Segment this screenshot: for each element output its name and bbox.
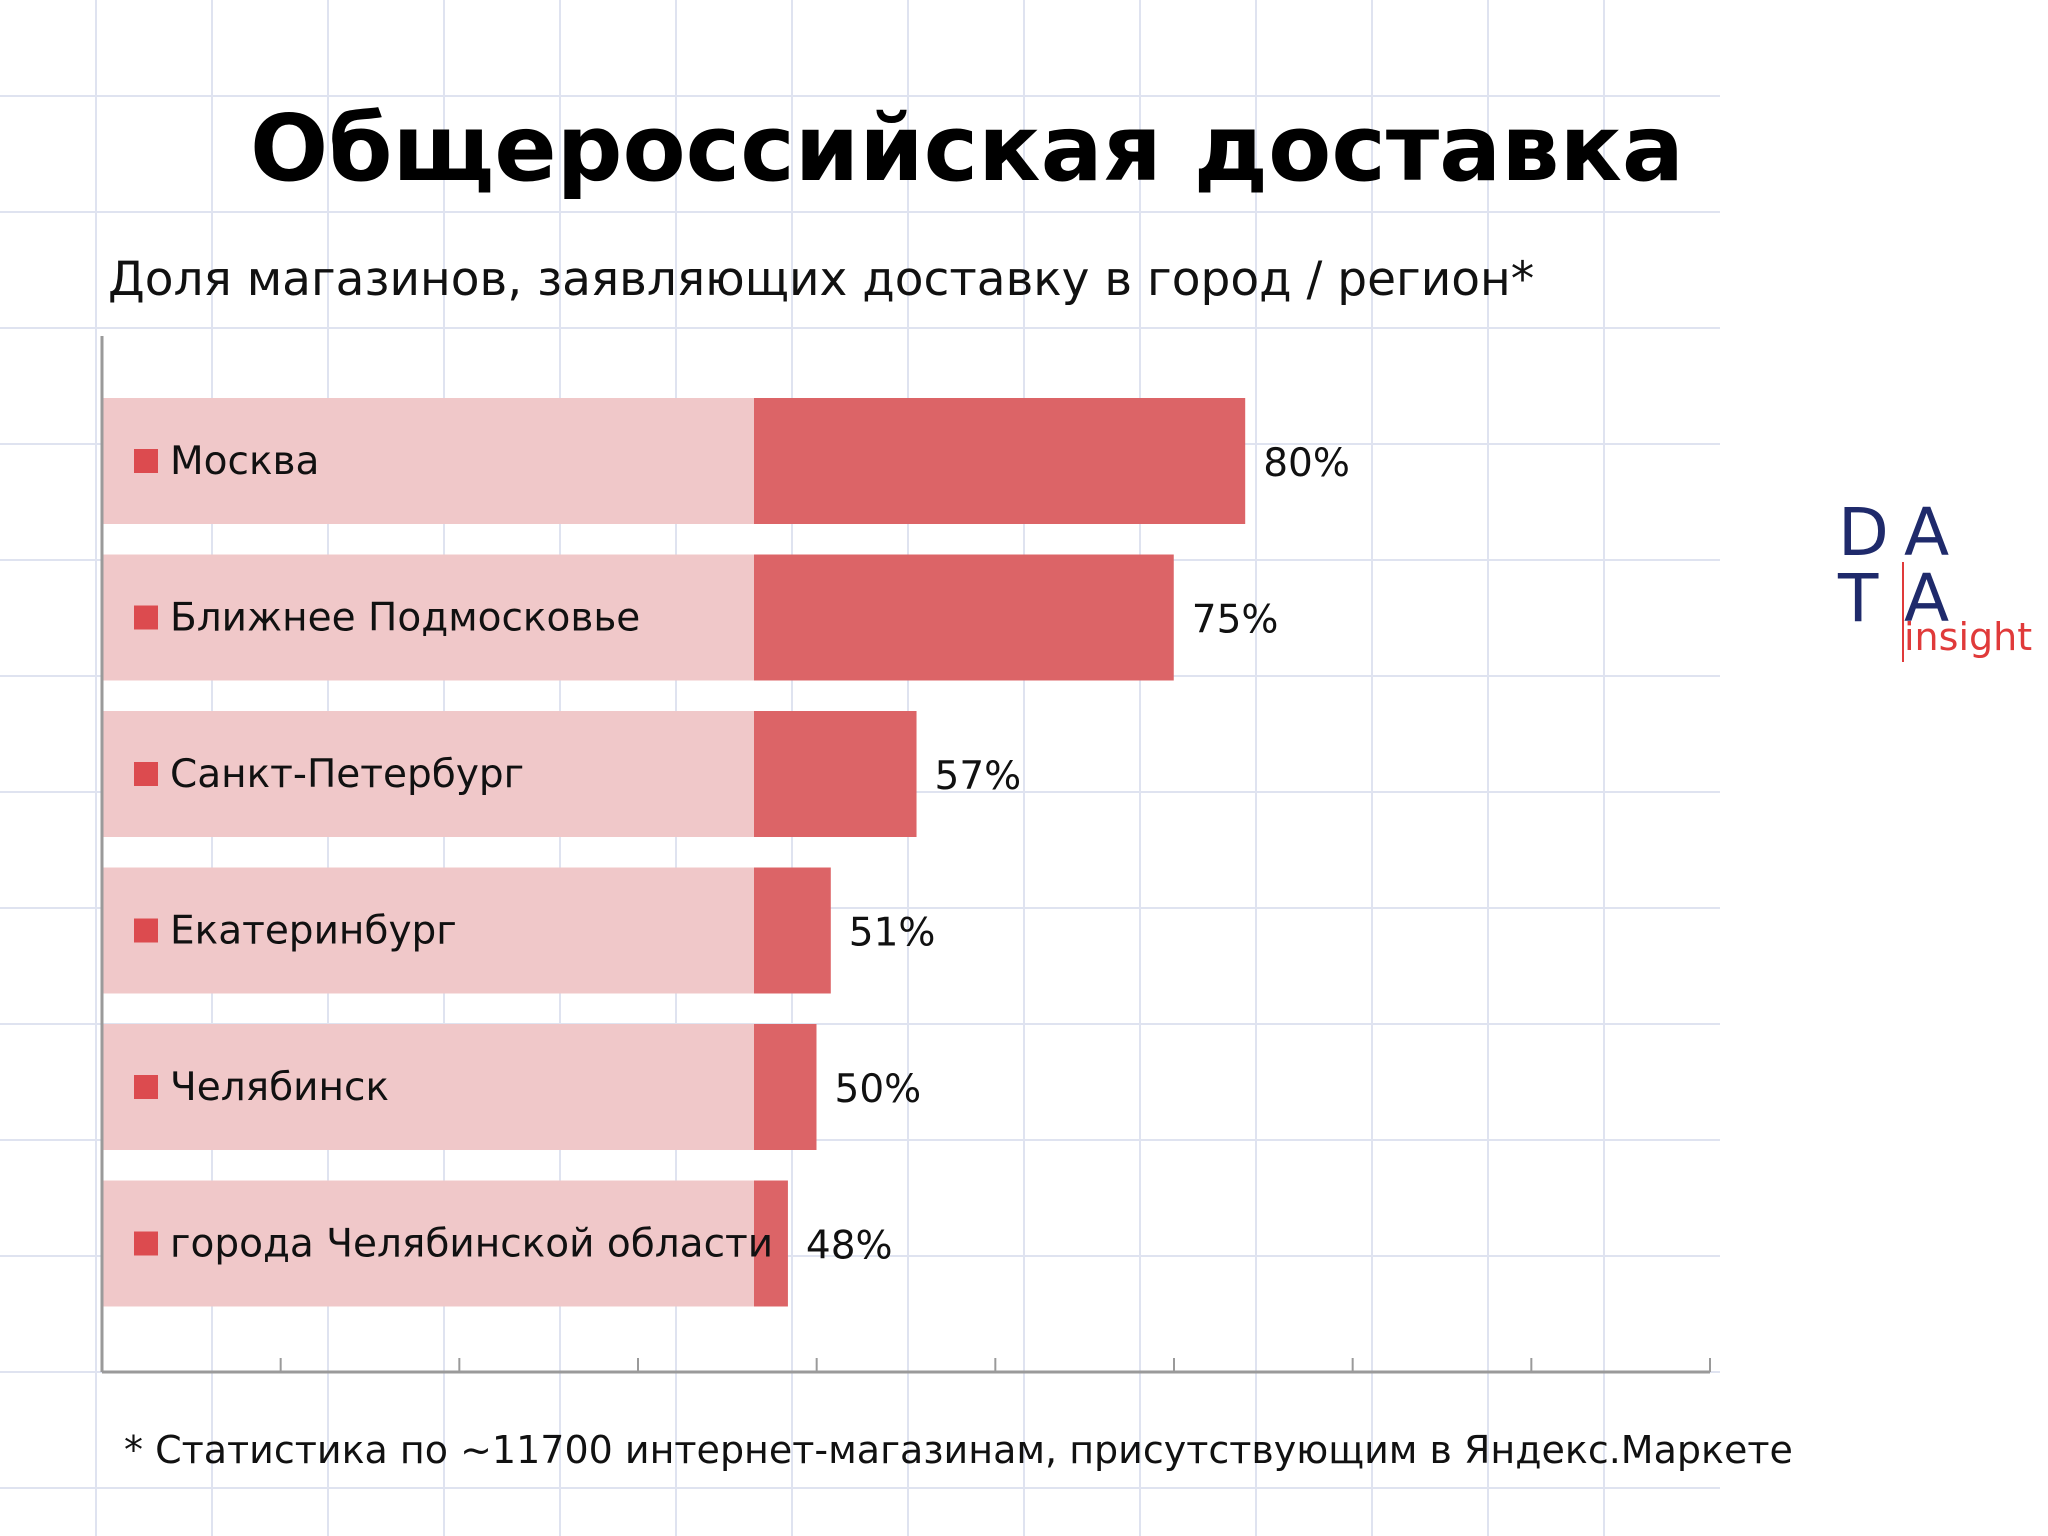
value-label: 48% xyxy=(806,1224,893,1269)
logo-letter-d: D xyxy=(1838,494,1889,571)
bar xyxy=(754,398,1246,524)
category-label: Санкт-Петербург xyxy=(170,752,524,797)
bar-label-band xyxy=(102,554,754,681)
value-label: 57% xyxy=(935,754,1022,799)
logo-letter-a1: A xyxy=(1904,494,1950,571)
category-label: Челябинск xyxy=(170,1065,389,1110)
bar xyxy=(754,1180,788,1307)
value-label: 51% xyxy=(849,911,936,956)
category-label: Москва xyxy=(170,439,319,484)
category-marker xyxy=(134,449,158,473)
value-label: 75% xyxy=(1192,598,1279,643)
bar-label-band xyxy=(102,1024,754,1150)
chart-title: Общероссийская доставка xyxy=(250,95,1684,202)
bar-label-band xyxy=(102,1180,754,1307)
category-marker xyxy=(134,1075,158,1099)
logo-letter-a2: A xyxy=(1904,560,1950,637)
bar-label-band xyxy=(102,867,754,994)
logo-letter-t: T xyxy=(1838,560,1879,637)
bar-label-band xyxy=(102,711,754,837)
value-label: 80% xyxy=(1263,441,1350,486)
bar-label-band xyxy=(102,398,754,524)
bar xyxy=(754,554,1174,681)
category-label: Ближнее Подмосковье xyxy=(170,596,640,641)
value-label: 50% xyxy=(835,1067,922,1112)
category-marker xyxy=(134,605,158,630)
chart-subtitle: Доля магазинов, заявляющих доставку в го… xyxy=(108,252,1535,307)
logo-divider xyxy=(1902,562,1904,662)
category-marker xyxy=(134,918,158,943)
bar xyxy=(754,867,831,994)
data-insight-logo: D A T A insight xyxy=(1838,500,2048,680)
category-marker xyxy=(134,1231,158,1256)
category-label: города Челябинской области xyxy=(170,1222,773,1267)
footnote: * Статистика по ~11700 интернет-магазина… xyxy=(124,1428,1793,1472)
logo-tagline: insight xyxy=(1904,615,2033,659)
category-label: Екатеринбург xyxy=(170,909,457,954)
bar xyxy=(754,711,917,837)
bar xyxy=(754,1024,817,1150)
category-marker xyxy=(134,762,158,786)
